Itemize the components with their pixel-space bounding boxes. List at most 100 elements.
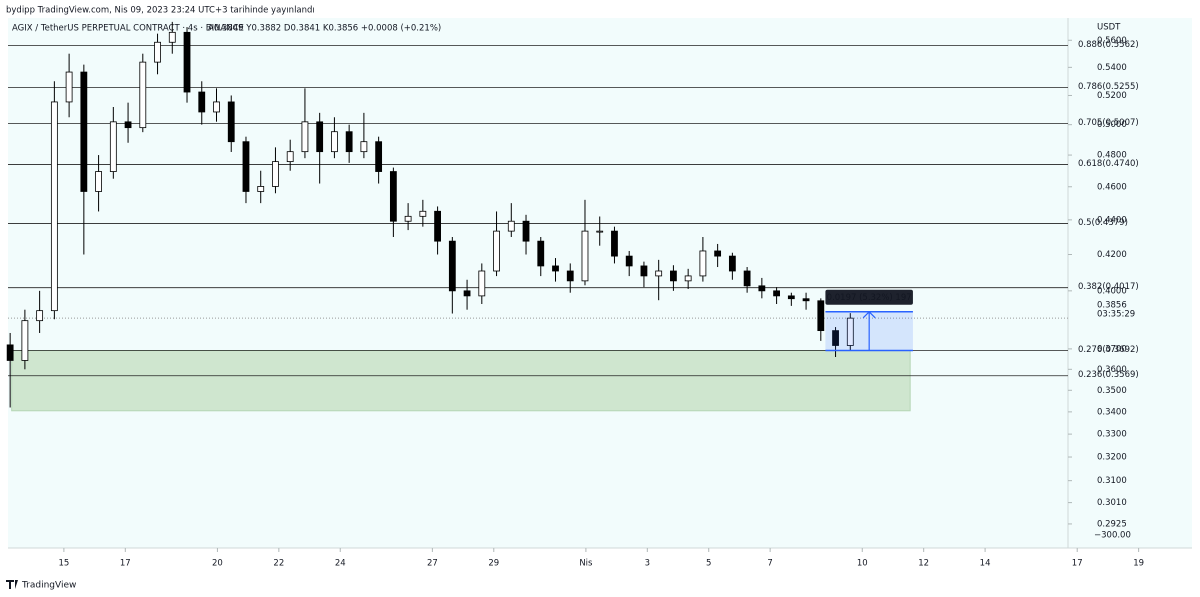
candle-body xyxy=(345,131,353,153)
candle-body xyxy=(566,270,574,282)
y-tick-label: 0.2925 xyxy=(1097,519,1127,529)
ohlc-header: A0.3849 Y0.3882 D0.3841 K0.3856 +0.0008 … xyxy=(208,24,441,34)
candle-body xyxy=(286,151,294,163)
candle-body xyxy=(168,31,176,43)
candle-body xyxy=(36,310,44,322)
candle-body xyxy=(846,317,854,346)
candle-body xyxy=(832,330,839,346)
candle-body xyxy=(109,121,117,172)
candle-body xyxy=(448,240,456,292)
candle-body xyxy=(272,161,279,187)
candle-body xyxy=(404,215,412,222)
last-price-label: 0.3856 xyxy=(1097,301,1127,311)
candle-body xyxy=(419,210,427,217)
x-tick-label: 24 xyxy=(335,559,346,569)
brand-logo xyxy=(6,580,18,589)
candle-body xyxy=(699,250,707,277)
fib-label: 0.705(0.5007) xyxy=(1078,118,1139,128)
candle-body xyxy=(50,101,58,312)
support-zone xyxy=(11,350,911,412)
x-tick-label: 17 xyxy=(1072,559,1083,569)
y-tick-label: 0.3500 xyxy=(1097,386,1127,396)
candle-body xyxy=(95,171,102,192)
x-tick-label: 14 xyxy=(980,559,991,569)
candle-body xyxy=(537,240,545,267)
y-tick-label: 0.3600 xyxy=(1097,365,1127,375)
y-tick-label: 0.5600 xyxy=(1097,36,1127,46)
fib-label: 0.618(0.4740) xyxy=(1078,159,1139,169)
candle-body xyxy=(227,101,235,143)
y-tick-label: 0.5400 xyxy=(1097,63,1127,73)
candle-body xyxy=(198,91,206,113)
x-tick-label: 27 xyxy=(427,559,438,569)
candle-body xyxy=(316,121,324,153)
fib-label: 0.786(0.5255) xyxy=(1078,82,1139,92)
candle-body xyxy=(640,265,648,277)
countdown: 03:35:29 xyxy=(1097,310,1135,320)
candle-body xyxy=(65,71,73,103)
candle-body xyxy=(714,250,722,257)
y-tick-label: 0.5200 xyxy=(1097,91,1127,101)
extra-axis-label: −300.00 xyxy=(1094,531,1131,541)
price-axis xyxy=(1068,18,1192,548)
x-tick-label: 3 xyxy=(645,559,650,569)
x-tick-label: 10 xyxy=(857,559,868,569)
currency: USDT xyxy=(1097,23,1121,33)
plot-area xyxy=(8,18,1068,548)
y-tick-label: 0.3300 xyxy=(1097,430,1127,440)
x-tick-label: 20 xyxy=(212,559,223,569)
x-tick-label: 15 xyxy=(58,559,69,569)
x-tick-label: 29 xyxy=(488,559,499,569)
candle-body xyxy=(817,300,825,332)
y-tick-label: 0.3700 xyxy=(1097,344,1127,354)
x-tick-label: 12 xyxy=(918,559,929,569)
candle-body xyxy=(80,71,88,192)
candle-body xyxy=(434,210,441,242)
candle-body xyxy=(463,290,471,297)
y-tick-label: 0.4000 xyxy=(1097,286,1127,296)
candle-body xyxy=(493,230,500,272)
candle-body xyxy=(625,255,633,267)
candle-body xyxy=(758,285,766,292)
y-tick-label: 0.3010 xyxy=(1097,498,1127,508)
candle-body xyxy=(581,230,589,282)
candle-body xyxy=(684,275,692,282)
candle-body xyxy=(139,61,147,129)
candle-body xyxy=(360,141,368,153)
candle-body xyxy=(257,186,265,192)
chart-title: AGIX / TetherUS PERPETUAL CONTRACT · 4s … xyxy=(12,24,244,34)
fib-label: 0.236(0.3569) xyxy=(1078,370,1139,380)
candle-body xyxy=(611,230,618,257)
fib-label: 0.382(0.4017) xyxy=(1078,282,1139,292)
candle-body xyxy=(21,320,29,361)
candle-body xyxy=(743,270,751,287)
candle-body xyxy=(389,171,397,222)
candle-body xyxy=(242,141,250,192)
candle-body xyxy=(183,31,191,93)
candle-body xyxy=(522,220,530,242)
x-tick-label: Nis xyxy=(579,559,593,569)
x-tick-label: 5 xyxy=(706,559,711,569)
candle-body xyxy=(787,295,795,300)
y-tick-label: 0.3400 xyxy=(1097,407,1127,417)
y-tick-label: 0.4800 xyxy=(1097,151,1127,161)
x-tick-label: 22 xyxy=(273,559,284,569)
candle-body xyxy=(802,298,810,302)
candle-body xyxy=(507,220,515,232)
candle-body xyxy=(773,290,780,297)
x-tick-label: 7 xyxy=(767,559,772,569)
candle-body xyxy=(124,121,132,129)
candle-body xyxy=(301,121,309,153)
y-tick-label: 0.3200 xyxy=(1097,453,1127,463)
y-tick-label: 0.4600 xyxy=(1097,182,1127,192)
measure-label: 0.0197 (5.32%) 197 xyxy=(827,293,912,303)
published-note: bydipp TradingView.com, Nis 09, 2023 23:… xyxy=(6,6,315,16)
candle-body xyxy=(331,131,338,153)
candle-body xyxy=(213,101,220,113)
x-tick-label: 17 xyxy=(120,559,131,569)
candle-body xyxy=(6,344,14,361)
fib-label: 0.886(0.5562) xyxy=(1078,40,1139,50)
candle-body xyxy=(154,41,161,63)
y-tick-label: 0.5000 xyxy=(1097,120,1127,130)
